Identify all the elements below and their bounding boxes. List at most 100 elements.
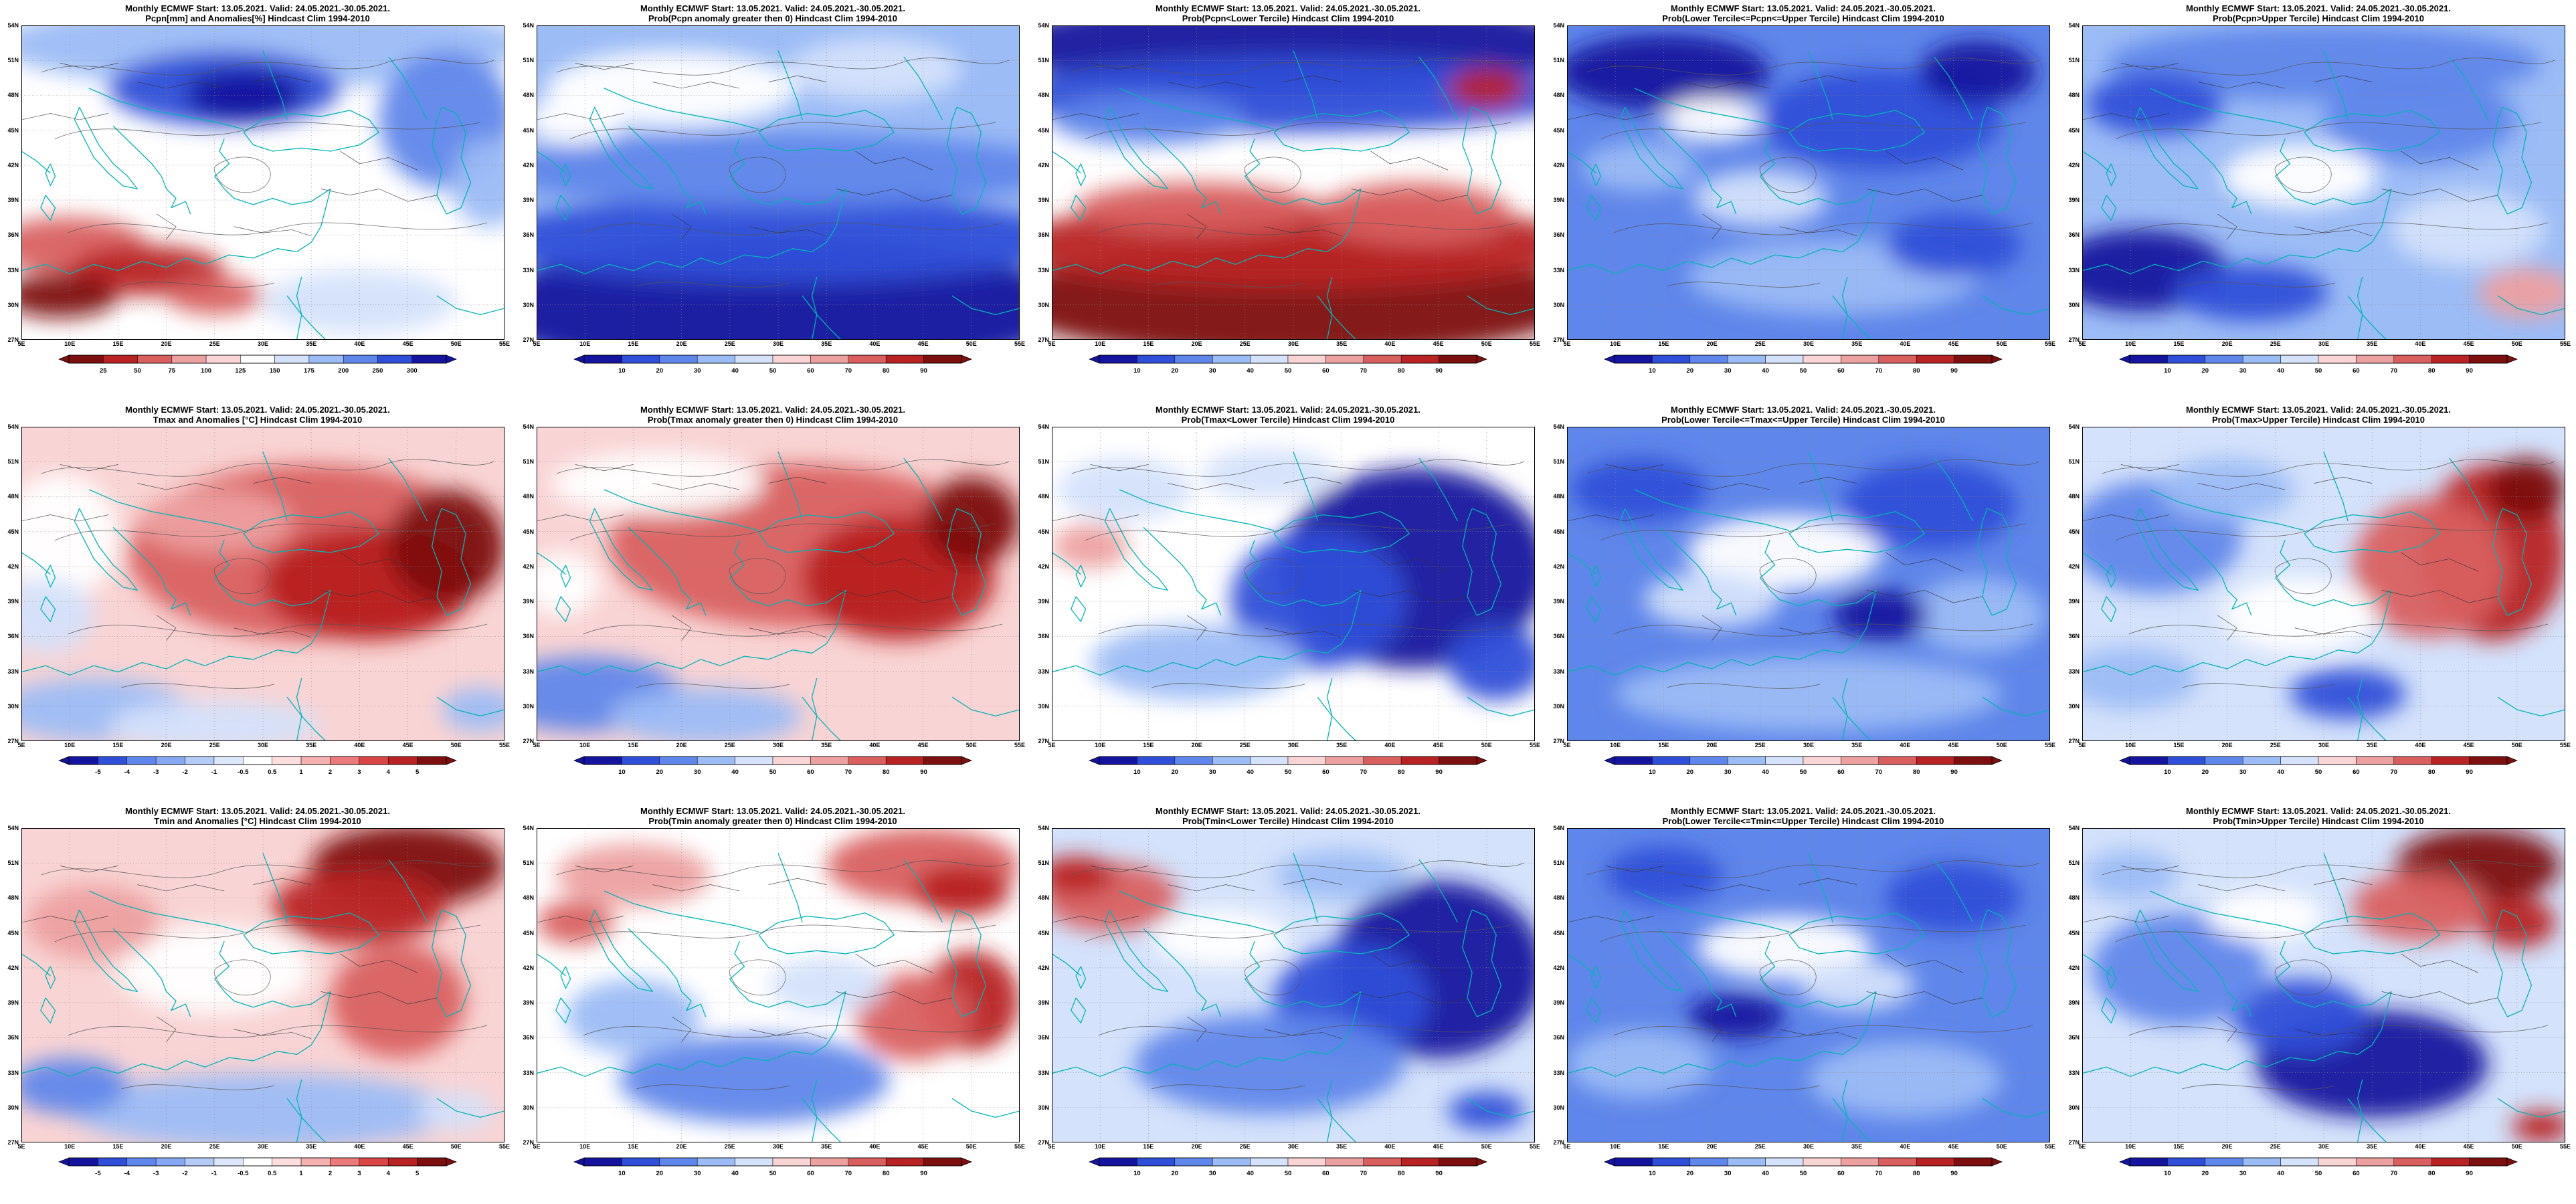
lon-tick-label: 10E	[1610, 742, 1621, 748]
lon-tick-label: 15E	[628, 340, 639, 347]
latitude-axis: 54N 51N 48N 45N 42N 39N 36N 33N 30N 27N	[2062, 423, 2081, 744]
colorbar-tick-label: 20	[1172, 367, 1179, 375]
lon-tick-label: 10E	[2125, 742, 2136, 748]
lon-tick-label: 50E	[1996, 742, 2007, 748]
lon-tick-label: 25E	[724, 742, 735, 748]
panel-header-line: Monthly ECMWF Start: 13.05.2021. Valid: …	[1671, 806, 1936, 816]
lat-tick-label: 33N	[2068, 266, 2080, 274]
lon-tick-label: 35E	[1336, 742, 1348, 748]
colorbar-scale: 10 20 30 40 50 60 70 80 90	[2119, 756, 2518, 776]
panel-header-line: Monthly ECMWF Start: 13.05.2021. Valid: …	[125, 806, 390, 816]
lon-tick-label: 20E	[161, 742, 172, 748]
map-frame: 54N 51N 48N 45N 42N 39N 36N 33N 30N 27N	[1038, 825, 1535, 1146]
lat-tick-label: 51N	[7, 860, 19, 867]
colorbar-tick-label: 40	[2277, 367, 2284, 375]
colorbar: 10 20 30 40 50 60 70 80 90	[1546, 355, 2061, 378]
lat-tick-label: 30N	[7, 301, 19, 308]
panel-header-line: Monthly ECMWF Start: 13.05.2021. Valid: …	[125, 405, 390, 415]
colorbar-tick-label: 30	[1724, 367, 1732, 375]
lat-tick-label: 48N	[1553, 894, 1564, 902]
latitude-axis: 54N 51N 48N 45N 42N 39N 36N 33N 30N 27N	[1032, 825, 1050, 1146]
lon-tick-label: 35E	[1336, 1143, 1348, 1150]
lat-tick-label: 30N	[523, 301, 534, 308]
forecast-panel: Monthly ECMWF Start: 13.05.2021. Valid: …	[2061, 0, 2576, 401]
colorbar-tick-label: 90	[2466, 769, 2473, 776]
colorbar-scale: 10 20 30 40 50 60 70 80 90	[573, 1157, 972, 1177]
colorbar-tick-label: 100	[201, 367, 211, 375]
lat-tick-label: 54N	[2068, 22, 2080, 29]
lon-tick-label: 10E	[64, 340, 76, 347]
lon-tick-label: 35E	[306, 1143, 317, 1150]
map-frame: 54N 51N 48N 45N 42N 39N 36N 33N 30N 27N	[7, 22, 504, 343]
colorbar: 10 20 30 40 50 60 70 80 90	[515, 1157, 1030, 1181]
map-frame: 54N 51N 48N 45N 42N 39N 36N 33N 30N 27N	[2068, 22, 2565, 343]
lat-tick-label: 48N	[1553, 92, 1564, 99]
lon-tick-label: 40E	[1900, 742, 1911, 748]
panel-header-line: Monthly ECMWF Start: 13.05.2021. Valid: …	[1156, 405, 1420, 415]
lon-tick-label: 35E	[1851, 340, 1863, 347]
colorbar-scale: 10 20 30 40 50 60 70 80 90	[2119, 355, 2518, 375]
longitude-axis: 5E 10E 15E 20E 25E 30E 35E 40E 45E 50E 55E	[1563, 1143, 2055, 1151]
lat-tick-label: 36N	[1553, 633, 1564, 640]
contour-layer	[41, 860, 494, 1090]
colorbar-tick-label: 20	[656, 769, 664, 776]
lon-tick-label: 25E	[1754, 340, 1766, 347]
lon-tick-label: 55E	[498, 340, 511, 347]
colorbar-tick-label: 150	[270, 367, 280, 375]
lat-tick-label: 48N	[2068, 493, 2080, 500]
colorbar-scale: 10 20 30 40 50 60 70 80 90	[1604, 355, 2003, 375]
colorbar-tick-label: 10	[1133, 367, 1141, 375]
colorbar-scale: 10 20 30 40 50 60 70 80 90	[1604, 756, 2003, 776]
lon-tick-label: 35E	[821, 742, 832, 748]
lon-tick-label: 35E	[2367, 1143, 2378, 1150]
colorbar-tick-label: 2	[329, 769, 332, 776]
panel-subtitle-line: Tmax and Anomalies [°C] Hindcast Clim 19…	[153, 415, 363, 425]
coastline-layer	[1052, 50, 1535, 340]
lat-tick-label: 39N	[7, 999, 19, 1007]
contour-layer	[1586, 459, 2040, 689]
lat-tick-label: 54N	[7, 825, 19, 831]
colorbar-tick-label: 50	[1800, 367, 1807, 375]
colorbar-tick-label: 20	[2202, 367, 2209, 375]
forecast-panel: Monthly ECMWF Start: 13.05.2021. Valid: …	[1030, 803, 1546, 1204]
map-frame: 54N 51N 48N 45N 42N 39N 36N 33N 30N 27N	[7, 825, 504, 1146]
coastline-layer	[1052, 452, 1535, 741]
map-frame: 54N 51N 48N 45N 42N 39N 36N 33N 30N 27N	[2068, 423, 2565, 744]
lon-tick-label: 40E	[1384, 742, 1396, 748]
lat-tick-label: 39N	[523, 999, 534, 1007]
colorbar-tick-label: 300	[407, 367, 418, 375]
lat-tick-label: 30N	[523, 702, 534, 710]
lat-tick-label: 42N	[2068, 964, 2080, 971]
lat-tick-label: 45N	[1553, 929, 1564, 936]
lon-tick-label: 50E	[2511, 340, 2522, 347]
colorbar-tick-label: 0.5	[268, 769, 277, 776]
lon-tick-label: 40E	[2415, 340, 2426, 347]
latitude-axis: 54N 51N 48N 45N 42N 39N 36N 33N 30N 27N	[517, 825, 535, 1146]
map-canvas	[1567, 828, 2050, 1142]
longitude-axis: 5E 10E 15E 20E 25E 30E 35E 40E 45E 50E 55E	[1048, 340, 1540, 348]
lon-tick-label: 50E	[450, 742, 462, 748]
colorbar-right-arrow	[1991, 1157, 2003, 1167]
contour-layer	[1071, 58, 1525, 288]
colorbar-tick-label: 90	[920, 367, 927, 375]
lat-tick-label: 36N	[2068, 633, 2080, 640]
lon-tick-label: 5E	[533, 1143, 541, 1150]
lat-tick-label: 39N	[1038, 999, 1049, 1007]
colorbar-tick-label: 10	[2164, 367, 2171, 375]
colorbar-tick-label: 20	[1687, 769, 1694, 776]
lat-tick-label: 27N	[1038, 336, 1049, 343]
lat-tick-label: 39N	[2068, 999, 2080, 1007]
lat-tick-label: 33N	[1553, 266, 1564, 274]
colorbar-scale: 10 20 30 40 50 60 70 80 90	[1089, 355, 1487, 375]
colorbar-right-arrow	[446, 1157, 457, 1167]
longitude-axis: 5E 10E 15E 20E 25E 30E 35E 40E 45E 50E 55E	[1048, 742, 1540, 750]
border-layer	[2082, 63, 2498, 239]
lat-tick-label: 51N	[1553, 860, 1564, 867]
map-plot	[21, 427, 504, 741]
lat-tick-label: 51N	[1038, 57, 1049, 64]
colorbar-tick-label: 4	[387, 769, 391, 776]
panel-header-line: Monthly ECMWF Start: 13.05.2021. Valid: …	[640, 405, 905, 415]
colorbar-tick-label: 60	[1322, 769, 1329, 776]
lon-tick-label: 50E	[2511, 1143, 2522, 1150]
lon-tick-label: 5E	[17, 340, 25, 347]
